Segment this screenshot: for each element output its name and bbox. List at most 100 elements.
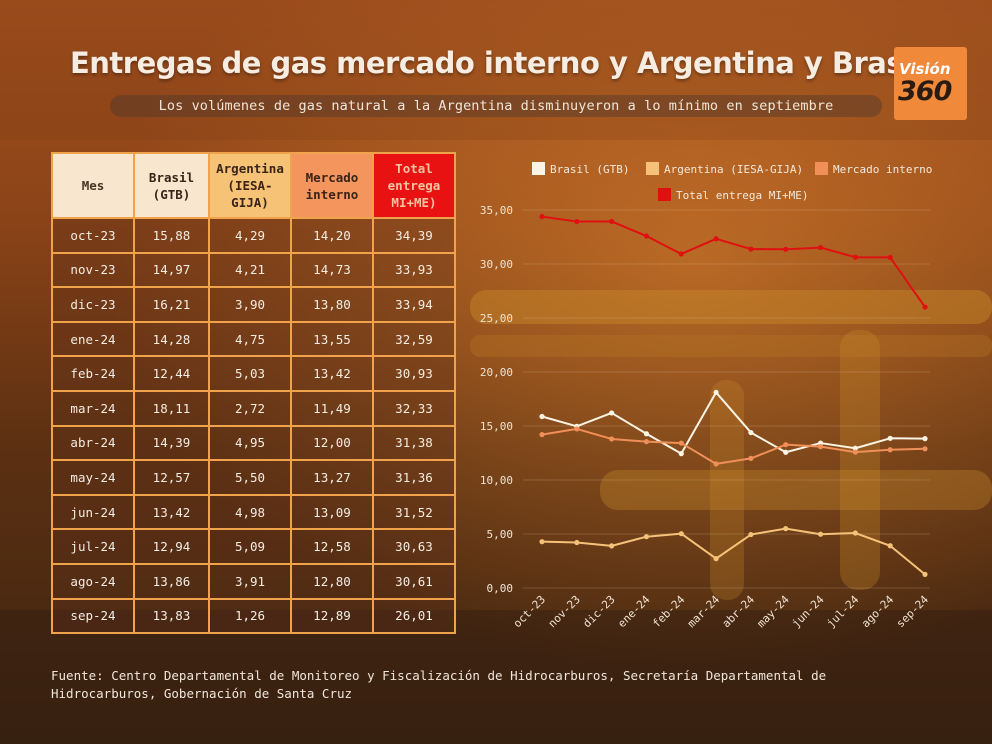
cell-total: 31,38: [372, 424, 456, 462]
cell-total: 30,61: [372, 562, 456, 600]
cell-brasil: 15,88: [133, 217, 210, 254]
data-point: [574, 218, 580, 225]
data-point: [852, 530, 858, 536]
data-point: [852, 449, 858, 455]
cell-month: may-24: [51, 459, 135, 496]
data-point: [783, 526, 789, 532]
cell-brasil: 12,57: [133, 459, 210, 496]
cell-month: oct-23: [51, 217, 135, 254]
vision360-logo: Visión 360: [894, 47, 967, 120]
data-point: [817, 444, 824, 450]
cell-brasil: 13,83: [133, 597, 210, 635]
legend-swatch: [532, 162, 545, 175]
data-point: [539, 539, 545, 545]
page-title: Entregas de gas mercado interno y Argent…: [69, 46, 923, 80]
data-point: [922, 446, 928, 452]
x-tick-label: mar-24: [685, 593, 723, 631]
cell-month: ago-24: [51, 562, 135, 600]
cell-argentina: 3,90: [208, 286, 292, 323]
table-row: ago-24 13,86 3,91 12,80 30,61: [51, 562, 456, 600]
data-point: [539, 213, 545, 220]
cell-total: 32,33: [372, 389, 456, 427]
cell-total: 33,94: [372, 286, 456, 323]
cell-mercado-interno: 12,89: [290, 597, 374, 635]
data-point: [887, 254, 893, 261]
x-tick-label: dic-23: [580, 593, 617, 630]
table-row: sep-24 13,83 1,26 12,89 26,01: [51, 597, 456, 635]
data-point: [783, 246, 789, 252]
x-tick-label: feb-24: [650, 593, 688, 631]
legend-swatch: [646, 162, 659, 175]
data-point: [678, 251, 684, 257]
data-point: [713, 461, 719, 467]
data-point: [748, 531, 754, 538]
data-point: [783, 449, 789, 455]
series-line-0: [541, 391, 926, 455]
data-point: [574, 426, 580, 432]
cell-mercado-interno: 13,09: [290, 493, 374, 531]
data-point: [678, 440, 684, 446]
data-point: [783, 442, 789, 448]
data-point: [609, 543, 615, 549]
data-point: [609, 218, 615, 225]
cell-argentina: 4,95: [208, 424, 292, 462]
data-point: [574, 539, 580, 546]
cell-mercado-interno: 13,80: [290, 286, 374, 323]
data-point: [817, 531, 824, 537]
table-row: abr-24 14,39 4,95 12,00 31,38: [51, 424, 456, 462]
cell-argentina: 1,26: [208, 597, 292, 635]
cell-month: jul-24: [51, 528, 135, 565]
data-point: [678, 531, 684, 537]
data-point: [609, 410, 615, 416]
cell-mercado-interno: 11,49: [290, 389, 374, 427]
cell-brasil: 18,11: [133, 389, 210, 427]
logo-text-vision: Visión: [899, 60, 951, 78]
y-tick-label: 5,00: [487, 528, 514, 541]
legend-label: Total entrega MI+ME): [676, 189, 808, 202]
data-point: [713, 236, 719, 242]
cell-brasil: 14,39: [133, 424, 210, 462]
cell-brasil: 13,42: [133, 493, 210, 531]
y-tick-label: 35,00: [480, 204, 513, 217]
series-line-2: [541, 427, 926, 465]
cell-brasil: 16,21: [133, 286, 210, 323]
data-table: Mes Brasil (GTB) Argentina (IESA-GIJA) M…: [51, 152, 456, 635]
cell-argentina: 2,72: [208, 389, 292, 427]
data-point: [887, 447, 893, 453]
data-point: [643, 431, 650, 437]
x-tick-label: may-24: [755, 593, 793, 631]
data-point: [748, 429, 754, 436]
cell-total: 32,59: [372, 320, 456, 358]
data-point: [609, 436, 615, 442]
cell-mercado-interno: 13,55: [290, 320, 374, 358]
x-tick-label: jul-24: [824, 593, 862, 631]
table-row: may-24 12,57 5,50 13,27 31,36: [51, 459, 456, 496]
cell-argentina: 4,98: [208, 493, 292, 531]
cell-brasil: 14,28: [133, 320, 210, 358]
series-line-1: [541, 527, 926, 576]
cell-total: 34,39: [372, 217, 456, 254]
table-row: oct-23 15,88 4,29 14,20 34,39: [51, 217, 456, 254]
data-point: [887, 543, 893, 549]
cell-month: abr-24: [51, 424, 135, 462]
x-tick-label: oct-23: [511, 593, 548, 630]
cell-argentina: 5,50: [208, 459, 292, 496]
cell-mercado-interno: 12,80: [290, 562, 374, 600]
cell-total: 31,52: [372, 493, 456, 531]
data-point: [539, 432, 545, 438]
legend-swatch: [658, 188, 671, 201]
y-tick-label: 0,00: [487, 582, 514, 595]
data-point: [922, 436, 928, 442]
cell-month: ene-24: [51, 320, 135, 358]
data-point: [643, 233, 650, 239]
cell-mercado-interno: 12,58: [290, 528, 374, 565]
x-tick-label: nov-23: [546, 593, 583, 630]
source-note: Fuente: Centro Departamental de Monitore…: [51, 668, 827, 701]
data-point: [922, 304, 928, 310]
table-header-row: Mes Brasil (GTB) Argentina (IESA-GIJA) M…: [51, 152, 456, 219]
cell-total: 30,63: [372, 528, 456, 565]
cell-brasil: 13,86: [133, 562, 210, 600]
data-point: [643, 534, 650, 540]
table-row: jun-24 13,42 4,98 13,09 31,52: [51, 493, 456, 531]
